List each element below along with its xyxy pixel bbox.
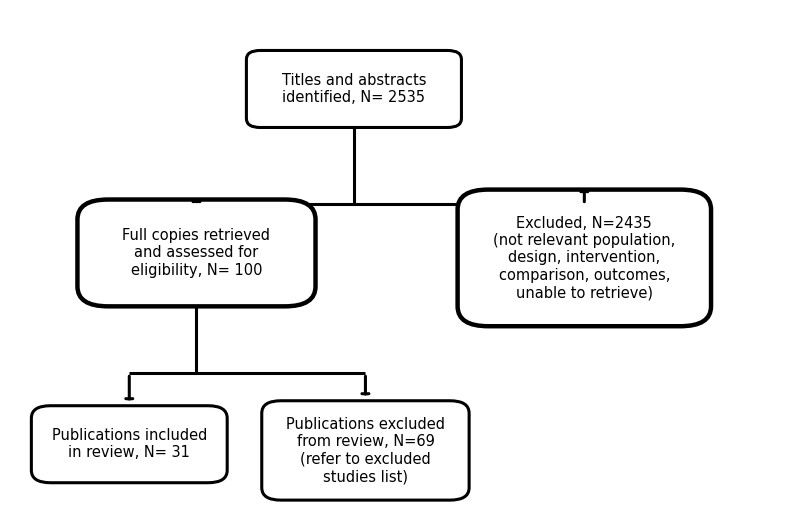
FancyBboxPatch shape [78, 199, 315, 306]
Text: Excluded, N=2435
(not relevant population,
design, intervention,
comparison, out: Excluded, N=2435 (not relevant populatio… [493, 215, 675, 300]
FancyBboxPatch shape [246, 51, 462, 128]
FancyBboxPatch shape [458, 189, 711, 326]
Text: Full copies retrieved
and assessed for
eligibility, N= 100: Full copies retrieved and assessed for e… [122, 228, 270, 278]
Text: Publications included
in review, N= 31: Publications included in review, N= 31 [51, 428, 207, 460]
FancyBboxPatch shape [262, 401, 469, 500]
Text: Publications excluded
from review, N=69
(refer to excluded
studies list): Publications excluded from review, N=69 … [286, 417, 445, 484]
FancyBboxPatch shape [31, 406, 227, 483]
Text: Titles and abstracts
identified, N= 2535: Titles and abstracts identified, N= 2535 [282, 73, 426, 105]
